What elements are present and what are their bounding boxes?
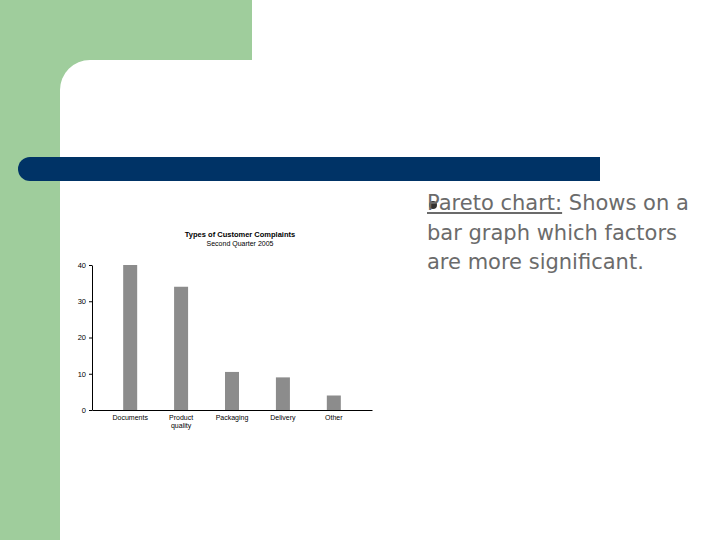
x-tick-label-line: Packaging xyxy=(216,414,249,422)
x-tick-label: Other xyxy=(325,414,343,421)
x-tick-label: Productquality xyxy=(169,414,193,430)
y-tick-label: 10 xyxy=(78,370,86,379)
x-tick-label: Documents xyxy=(112,414,148,421)
x-tick: Delivery xyxy=(270,410,296,422)
x-tick-label: Delivery xyxy=(270,414,296,422)
x-tick-label: Packaging xyxy=(216,414,249,422)
x-tick-label-line: Product xyxy=(169,414,193,421)
y-tick-label: 0 xyxy=(82,406,86,415)
y-tick-label: 30 xyxy=(78,297,86,306)
x-tick: Productquality xyxy=(169,410,193,430)
bullet-text: Pareto chart: Shows on a bar graph which… xyxy=(427,189,702,278)
y-tick-label: 40 xyxy=(78,261,86,270)
bar xyxy=(327,396,341,411)
x-tick-label-line: Other xyxy=(325,414,343,421)
chart: Types of Customer ComplaintsSecond Quart… xyxy=(78,230,373,430)
bar xyxy=(174,287,188,410)
title-bar xyxy=(40,157,600,181)
y-tick: 30 xyxy=(78,297,92,306)
chart-subtitle: Second Quarter 2005 xyxy=(207,240,274,248)
bar xyxy=(276,377,290,410)
y-tick-mark xyxy=(89,410,92,411)
x-tick: Packaging xyxy=(216,410,249,422)
y-tick: 20 xyxy=(78,333,92,342)
y-axis-line xyxy=(92,266,93,411)
bars xyxy=(123,265,341,410)
content-area xyxy=(60,60,720,540)
green-band-left xyxy=(0,0,60,540)
x-tick-label-line: Delivery xyxy=(270,414,296,422)
x-tick: Other xyxy=(325,410,343,421)
bar xyxy=(123,265,137,410)
y-axis: 0 10 20 30 40 xyxy=(78,261,93,415)
x-tick-label-line: quality xyxy=(171,422,192,430)
bullet-term: Pareto chart: xyxy=(427,191,562,215)
y-tick-mark xyxy=(89,374,92,375)
y-tick: 10 xyxy=(78,370,92,379)
y-tick-mark xyxy=(89,265,92,266)
x-axis-line xyxy=(93,410,373,411)
y-tick-mark xyxy=(89,338,92,339)
x-axis: Documents Productquality Packaging Delivery… xyxy=(93,410,373,430)
bar xyxy=(225,372,239,410)
space xyxy=(562,191,569,215)
y-tick: 40 xyxy=(78,261,92,270)
y-tick-label: 20 xyxy=(78,333,86,342)
x-tick-label-line: Documents xyxy=(112,414,148,421)
y-tick: 0 xyxy=(82,406,92,415)
chart-title: Types of Customer Complaints xyxy=(185,230,295,239)
slide: Types of Customer ComplaintsSecond Quart… xyxy=(0,0,720,540)
y-tick-mark xyxy=(89,301,92,302)
x-tick: Documents xyxy=(112,410,148,421)
